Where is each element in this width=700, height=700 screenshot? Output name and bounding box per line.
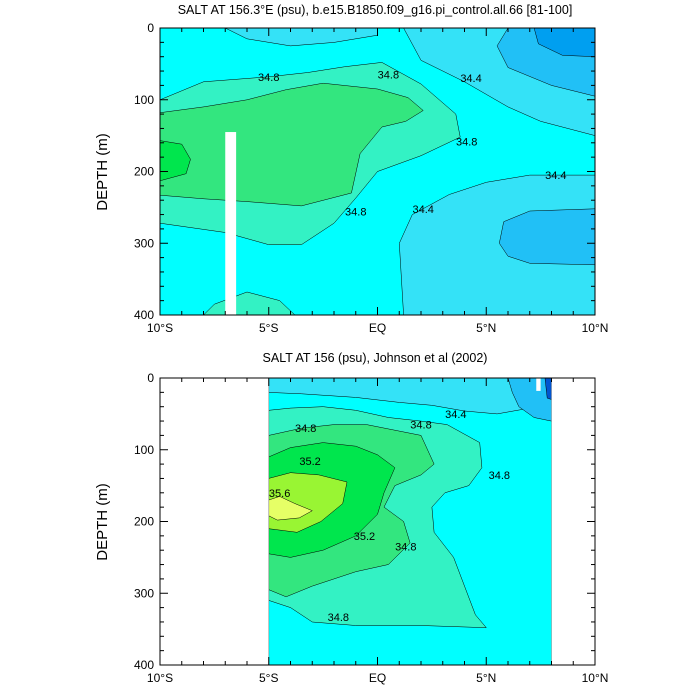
contour-label: 34.4 — [445, 409, 466, 421]
contour-field-bottom — [268, 377, 552, 666]
contour-label: 34.4 — [545, 170, 566, 182]
missing-data-mask — [225, 132, 237, 315]
x-tick-label: 10°N — [582, 321, 609, 335]
chart-title-top: SALT AT 156.3°E (psu), b.e15.B1850.f09_g… — [178, 3, 573, 17]
x-tick-label: 10°S — [147, 321, 173, 335]
x-tick-label: 5°N — [476, 321, 496, 335]
x-tick-label: 5°S — [259, 671, 278, 685]
contour-label: 34.4 — [412, 204, 433, 216]
x-tick-label: EQ — [369, 671, 386, 685]
contour-label: 34.8 — [378, 70, 399, 82]
chart-title-bottom: SALT AT 156 (psu), Johnson et al (2002) — [263, 351, 488, 365]
y-tick-label: 400 — [134, 658, 154, 672]
x-tick-label: 10°N — [582, 671, 609, 685]
contour-label: 35.6 — [269, 488, 290, 500]
contour-label: 34.8 — [345, 207, 366, 219]
x-tick-label: 5°N — [476, 671, 496, 685]
y-axis-label-top: DEPTH (m) — [94, 133, 111, 211]
contour-region-35-6 — [268, 496, 313, 521]
panel-observed-salinity: SALT AT 156 (psu), Johnson et al (2002) … — [94, 351, 608, 685]
contour-label: 34.8 — [456, 136, 477, 148]
contour-label: 35.2 — [299, 456, 320, 468]
y-tick-label: 100 — [134, 443, 154, 457]
no-data-mask-left — [160, 378, 269, 665]
contour-field-top — [159, 27, 596, 316]
y-tick-label: 300 — [134, 236, 154, 250]
contour-label: 34.8 — [295, 423, 316, 435]
y-axis-label-bottom: DEPTH (m) — [94, 483, 111, 561]
y-tick-label: 400 — [134, 308, 154, 322]
y-tick-label: 200 — [134, 515, 154, 529]
contour-label: 34.4 — [460, 73, 481, 85]
contour-label: 35.2 — [354, 531, 375, 543]
contour-label: 34.8 — [489, 470, 510, 482]
contour-label: 34.8 — [410, 420, 431, 432]
panel-model-salinity: SALT AT 156.3°E (psu), b.e15.B1850.f09_g… — [94, 3, 608, 335]
contour-label: 34.8 — [395, 542, 416, 554]
y-tick-label: 200 — [134, 165, 154, 179]
missing-data-mask — [536, 378, 541, 391]
x-tick-label: EQ — [369, 321, 386, 335]
y-tick-label: 100 — [134, 93, 154, 107]
contour-label: 34.8 — [328, 612, 349, 624]
x-tick-label: 10°S — [147, 671, 173, 685]
y-tick-label: 0 — [147, 21, 154, 35]
y-tick-label: 300 — [134, 586, 154, 600]
contour-label: 34.8 — [258, 72, 279, 84]
y-tick-label: 0 — [147, 371, 154, 385]
x-tick-label: 5°S — [259, 321, 278, 335]
